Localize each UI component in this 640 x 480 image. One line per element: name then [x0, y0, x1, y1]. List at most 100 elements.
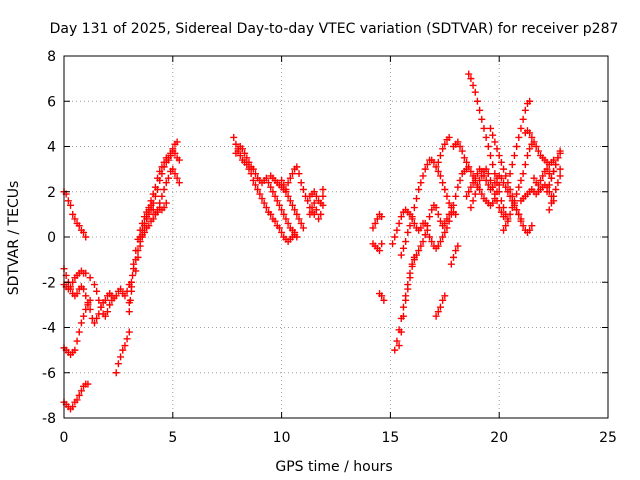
data-point [104, 308, 112, 316]
data-point [513, 190, 521, 198]
data-point [156, 176, 164, 184]
data-point [141, 219, 149, 227]
y-tick-label: -4 [42, 321, 56, 337]
data-point [136, 242, 144, 250]
data-point [428, 206, 436, 214]
data-point [434, 242, 442, 250]
data-point [517, 217, 525, 225]
data-point [117, 353, 125, 361]
data-point [86, 274, 94, 282]
data-point [397, 251, 405, 259]
data-point [519, 170, 527, 178]
data-point [293, 233, 301, 241]
data-point [69, 278, 77, 286]
data-point [299, 224, 307, 232]
data-point [428, 238, 436, 246]
data-point [467, 75, 475, 83]
data-point [484, 181, 492, 189]
data-point [134, 253, 142, 261]
series-arc20 [391, 253, 418, 354]
data-point [69, 403, 77, 411]
data-point [299, 185, 307, 193]
data-point [101, 296, 109, 304]
y-tick-label: -2 [42, 275, 56, 291]
data-point [436, 238, 444, 246]
data-point [271, 192, 279, 200]
series-arc39 [545, 165, 564, 214]
data-point [521, 106, 529, 114]
data-point [288, 170, 296, 178]
data-point [260, 199, 268, 207]
data-point [127, 278, 135, 286]
data-point [410, 256, 418, 264]
data-point [410, 219, 418, 227]
data-point [282, 185, 290, 193]
data-point [295, 215, 303, 223]
data-point [473, 183, 481, 191]
data-point [413, 251, 421, 259]
data-point [393, 337, 401, 345]
data-point [463, 192, 471, 200]
data-point [169, 165, 177, 173]
data-point [80, 285, 88, 293]
data-point [310, 199, 318, 207]
data-point [539, 172, 547, 180]
data-point [432, 204, 440, 212]
data-point [75, 222, 83, 230]
data-point [82, 305, 90, 313]
data-point [489, 183, 497, 191]
data-point [471, 174, 479, 182]
data-point [278, 228, 286, 236]
data-point [162, 199, 170, 207]
data-point [500, 226, 508, 234]
data-point [160, 163, 168, 171]
data-point [64, 197, 72, 205]
series-arc25 [432, 292, 449, 320]
data-point [256, 190, 264, 198]
data-point [480, 124, 488, 132]
data-point [434, 210, 442, 218]
data-point [482, 176, 490, 184]
data-point [97, 303, 105, 311]
data-point [286, 174, 294, 182]
data-point [410, 204, 418, 212]
data-point [69, 210, 77, 218]
data-point [467, 183, 475, 191]
data-point [395, 342, 403, 350]
x-tick-label: 25 [599, 430, 617, 446]
data-point [297, 179, 305, 187]
data-point [528, 222, 536, 230]
data-point [530, 174, 538, 182]
data-point [319, 201, 327, 209]
data-point [230, 133, 238, 141]
data-point [510, 197, 518, 205]
data-point [395, 219, 403, 227]
data-point [77, 319, 85, 327]
data-point [251, 170, 259, 178]
data-point [545, 206, 553, 214]
data-point [482, 133, 490, 141]
data-point [502, 183, 510, 191]
data-point [508, 204, 516, 212]
data-point [82, 269, 90, 277]
data-point [436, 217, 444, 225]
data-point [393, 226, 401, 234]
data-point [143, 215, 151, 223]
data-point [275, 224, 283, 232]
data-point [478, 115, 486, 123]
data-point [432, 163, 440, 171]
series-arc13 [232, 143, 301, 241]
data-point [308, 204, 316, 212]
data-point [275, 201, 283, 209]
data-point [243, 154, 251, 162]
data-point [167, 152, 175, 160]
data-point [543, 165, 551, 173]
data-point [245, 158, 253, 166]
data-point [456, 176, 464, 184]
data-point [149, 215, 157, 223]
data-marks [60, 70, 564, 413]
data-point [482, 165, 490, 173]
data-point [399, 312, 407, 320]
data-point [249, 176, 257, 184]
data-point [121, 292, 129, 300]
